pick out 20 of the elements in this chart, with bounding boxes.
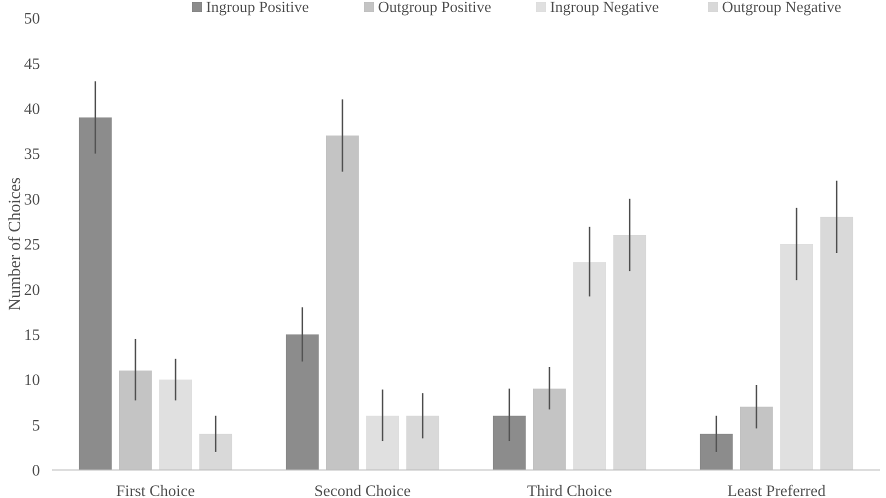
y-tick-label: 20 <box>24 282 40 299</box>
y-tick-label: 45 <box>24 56 40 73</box>
y-tick-label: 5 <box>32 417 40 434</box>
x-tick-label: Third Choice <box>527 483 612 498</box>
y-tick-label: 0 <box>32 462 40 480</box>
x-tick-label: Second Choice <box>314 483 411 498</box>
y-tick-label: 10 <box>24 372 40 390</box>
y-tick-label: 40 <box>24 101 40 118</box>
legend-label: Ingroup Negative <box>550 0 660 16</box>
legend-label: Outgroup Positive <box>378 0 492 16</box>
legend-label: Ingroup Positive <box>206 0 310 16</box>
y-tick-label: 35 <box>24 146 40 164</box>
y-tick-label: 25 <box>24 236 40 254</box>
x-tick-label: Least Preferred <box>727 483 826 498</box>
y-axis-title: Number of Choices <box>5 177 24 311</box>
y-tick-label: 50 <box>24 10 40 28</box>
y-tick-label: 30 <box>24 191 40 208</box>
y-tick-label: 15 <box>24 327 40 344</box>
legend-label: Outgroup Negative <box>722 0 842 16</box>
x-tick-label: First Choice <box>116 483 195 498</box>
